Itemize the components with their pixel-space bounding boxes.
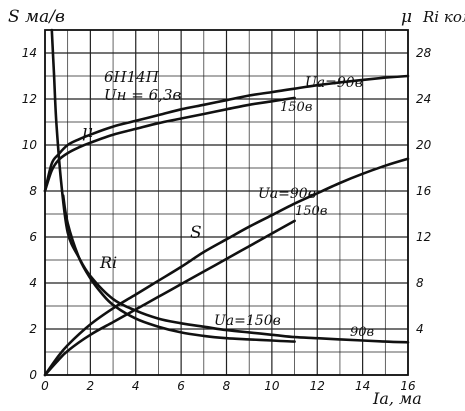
mu-curve-label: μ <box>82 122 93 142</box>
y-axis-right-ri-label: Ri ком <box>422 8 465 26</box>
x-tick-label: 2 <box>87 379 95 393</box>
curve-ri-90 <box>50 28 410 344</box>
y-left-tick-label: 4 <box>29 276 37 290</box>
x-tick-label: 8 <box>223 379 231 393</box>
ri-curve-label: Ri <box>99 253 117 272</box>
y-right-tick-label: 20 <box>416 138 432 152</box>
ri-150-label: Uа=150в <box>214 313 281 329</box>
y-axis-right-mu-label: μ <box>401 7 412 27</box>
mu-90-label: Uа=90в <box>305 75 363 91</box>
y-right-tick-label: 8 <box>416 276 424 290</box>
y-axis-left-label: S ма/в <box>8 7 65 27</box>
y-left-tick-label: 14 <box>22 46 37 60</box>
y-left-tick-label: 12 <box>22 92 37 106</box>
x-tick-label: 16 <box>400 379 416 393</box>
ri-90-label: 90в <box>350 325 374 340</box>
y-right-tick-label: 4 <box>416 322 424 336</box>
curve-s-150 <box>43 219 296 377</box>
tube-label: 6Н14П <box>104 68 160 86</box>
heater-label: Uн = 6,3в <box>104 86 181 104</box>
mu-150-label: 150в <box>280 100 312 115</box>
plot-frame <box>44 29 409 376</box>
x-axis-label: Iа, ма <box>372 389 422 408</box>
y-right-tick-label: 12 <box>416 230 431 244</box>
x-tick-label: 12 <box>310 379 325 393</box>
y-left-tick-label: 8 <box>29 184 37 198</box>
x-tick-label: 4 <box>132 379 140 393</box>
curves <box>43 28 410 377</box>
x-tick-label: 10 <box>264 379 280 393</box>
x-tick-label: 14 <box>355 379 370 393</box>
y-right-tick-label: 28 <box>416 46 432 60</box>
s-150-label: 150в <box>295 204 327 219</box>
curve-μ-90 <box>43 74 410 193</box>
s-curve-label: S <box>190 223 202 243</box>
y-left-tick-label: 6 <box>29 230 37 244</box>
y-right-tick-label: 24 <box>416 92 431 106</box>
curve-s-90 <box>43 157 410 377</box>
y-left-tick-label: 0 <box>29 368 37 382</box>
y-left-tick-label: 10 <box>22 138 38 152</box>
x-tick-label: 6 <box>177 379 185 393</box>
y-left-tick-label: 2 <box>29 322 37 336</box>
curve-μ-150 <box>43 96 296 193</box>
s-90-label: Uа=90в <box>258 186 316 202</box>
x-tick-label: 0 <box>41 379 49 393</box>
y-right-tick-label: 16 <box>416 184 432 198</box>
